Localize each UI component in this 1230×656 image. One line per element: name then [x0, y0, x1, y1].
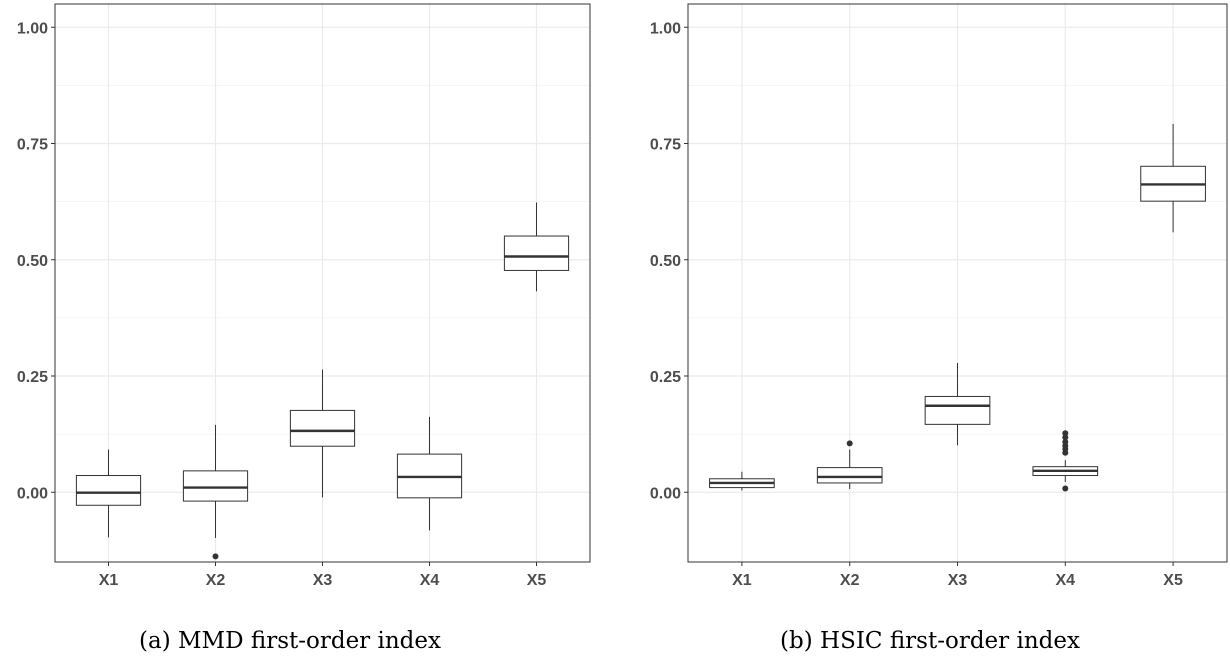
box-x5	[1140, 123, 1206, 233]
box-x5	[503, 202, 570, 292]
y-tick-label: 0.75	[17, 137, 48, 154]
box-x1	[709, 471, 775, 491]
box-x4	[1032, 430, 1099, 492]
iqr-box	[289, 409, 356, 447]
y-tick-label: 0.00	[650, 485, 681, 502]
x-tick-label: X3	[948, 572, 968, 589]
figure-caption: (b) HSIC first-order index	[780, 628, 1080, 654]
x-tick-label: X1	[732, 572, 752, 589]
y-tick-label: 1.00	[17, 20, 48, 37]
iqr-box	[816, 467, 883, 484]
iqr-box	[924, 395, 991, 425]
x-tick-label: X1	[99, 572, 119, 589]
box-x2	[816, 440, 883, 489]
figure-caption: (a) MMD first-order index	[139, 628, 441, 654]
iqr-box	[75, 475, 142, 506]
x-tick-label: X2	[840, 572, 860, 589]
x-tick-label: X4	[1056, 572, 1076, 589]
box-x4	[396, 416, 463, 531]
outlier-point	[1062, 485, 1069, 492]
y-tick-label: 0.50	[650, 253, 681, 270]
outlier-point	[846, 440, 853, 447]
box-x3	[924, 362, 991, 446]
y-tick-label: 0.25	[17, 369, 48, 386]
y-tick-label: 0.00	[17, 485, 48, 502]
x-tick-label: X5	[1163, 572, 1183, 589]
x-tick-label: X3	[313, 572, 333, 589]
panel-mmd: 0.00 0.25 0.50 0.75 1.00 X1 X2 X3 X4 X5 (a) MMD fi…	[17, 3, 591, 654]
box-x1	[75, 449, 142, 538]
outlier-point	[1062, 430, 1069, 437]
x-tick-label: X2	[206, 572, 226, 589]
y-tick-label: 0.50	[17, 253, 48, 270]
iqr-box	[182, 470, 249, 502]
outlier-point	[212, 553, 219, 560]
x-tick-label: X4	[420, 572, 440, 589]
outlier-point	[1062, 434, 1069, 441]
y-tick-label: 1.00	[650, 20, 681, 37]
iqr-box	[503, 235, 570, 271]
box-x3	[289, 369, 356, 498]
x-tick-label: X5	[527, 572, 547, 589]
box-x2	[182, 424, 249, 560]
panel-hsic: 0.00 0.25 0.50 0.75 1.00 X1 X2 X3 X4 X5 (b) HSIC f…	[650, 3, 1228, 654]
y-tick-label: 0.75	[650, 137, 681, 154]
y-tick-label: 0.25	[650, 369, 681, 386]
outlier-point	[1062, 439, 1069, 446]
